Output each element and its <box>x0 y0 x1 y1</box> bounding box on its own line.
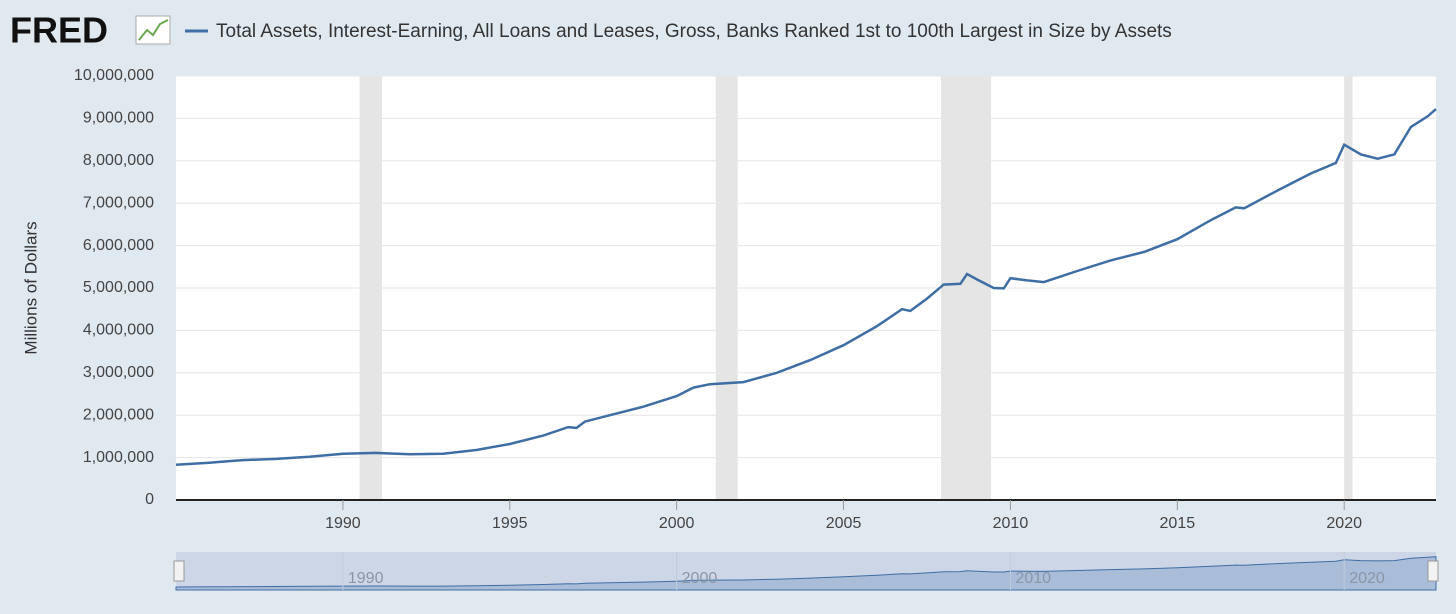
navigator-tick-label: 2000 <box>682 570 718 587</box>
y-tick-label: 6,000,000 <box>83 237 154 254</box>
y-tick-label: 5,000,000 <box>83 279 154 296</box>
y-tick-label: 8,000,000 <box>83 152 154 169</box>
x-tick-label: 2015 <box>1160 515 1196 532</box>
logo-icon-box <box>135 15 171 45</box>
navigator-handle[interactable] <box>1427 560 1439 582</box>
y-tick-label: 3,000,000 <box>83 364 154 381</box>
legend-label: Total Assets, Interest-Earning, All Loan… <box>216 21 1172 42</box>
navigator-tick-label: 2010 <box>1015 570 1051 587</box>
y-tick-label: 1,000,000 <box>83 449 154 466</box>
y-tick-label: 10,000,000 <box>74 67 154 84</box>
navigator-area <box>175 556 1437 591</box>
y-tick-label: 4,000,000 <box>83 322 154 339</box>
x-tick-label: 1995 <box>492 515 528 532</box>
x-tick-label: 2020 <box>1326 515 1362 532</box>
y-tick-label: 0 <box>145 491 154 508</box>
y-tick-label: 7,000,000 <box>83 194 154 211</box>
logo-icon <box>135 15 171 45</box>
y-axis-label: Millions of Dollars <box>21 221 40 354</box>
x-tick-label: 1990 <box>325 515 361 532</box>
navigator-handle[interactable] <box>173 560 185 582</box>
x-tick-label: 2000 <box>659 515 695 532</box>
logo-icon-line <box>138 19 169 41</box>
x-tick-label: 2010 <box>993 515 1029 532</box>
y-tick-label: 2,000,000 <box>83 406 154 423</box>
navigator-tick-label: 1990 <box>348 570 384 587</box>
navigator-tick-label: 2020 <box>1349 570 1385 587</box>
logo: FRED <box>10 10 108 51</box>
y-tick-label: 9,000,000 <box>83 110 154 127</box>
x-tick-label: 2005 <box>826 515 862 532</box>
series-line <box>175 108 1437 467</box>
